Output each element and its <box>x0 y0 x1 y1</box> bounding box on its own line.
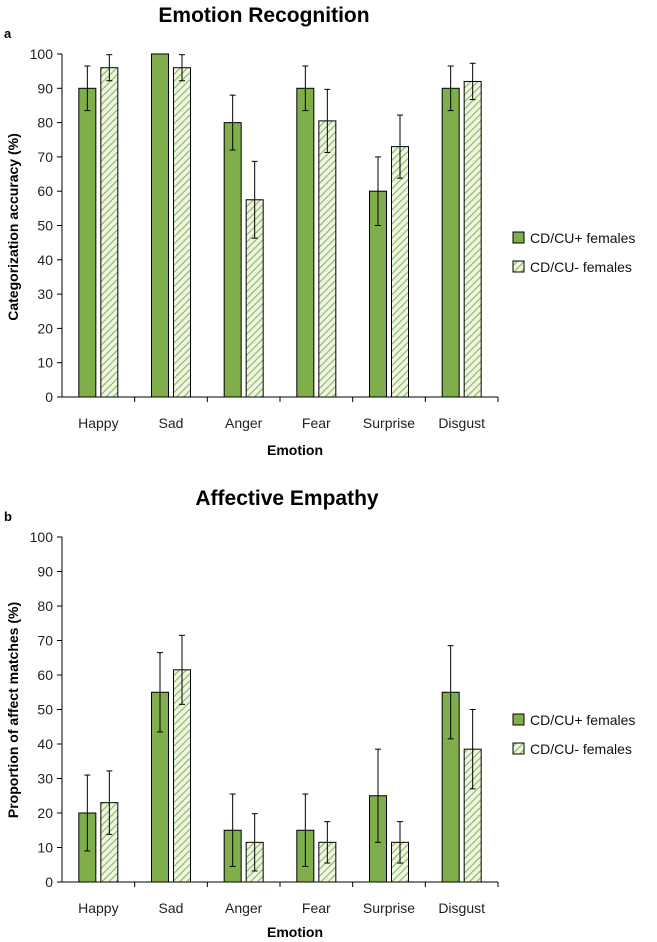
plot-area-a: 0 10 20 30 40 50 60 70 80 90 100 Happy Sad Anger Fear S… <box>30 46 499 431</box>
y-tick-label: 30 <box>37 771 53 787</box>
bar-cu-plus <box>223 122 242 398</box>
legend-label-cu-plus: CD/CU+ females <box>530 712 635 728</box>
legend-a: CD/CU+ females CD/CU- females <box>512 230 635 275</box>
plot-area-b: 0 10 20 30 40 50 60 70 80 90 100 Happy Sad Anger Fear S… <box>30 529 499 916</box>
legend-b: CD/CU+ females CD/CU- females <box>512 712 635 757</box>
bar-cu-plus <box>441 87 460 398</box>
x-tick-label: Sad <box>159 900 184 916</box>
y-axis-title-b: Proportion of affect matches (%) <box>5 602 21 818</box>
x-tick-label: Anger <box>225 900 263 916</box>
chart-title-a: Emotion Recognition <box>158 4 369 27</box>
x-tick-label: Happy <box>78 415 118 431</box>
x-axis-title-b: Emotion <box>267 924 323 940</box>
y-tick-label: 0 <box>45 874 53 890</box>
y-tick-label: 40 <box>37 252 53 268</box>
bar-cu-minus <box>173 67 191 398</box>
chart-title-b: Affective Empathy <box>195 487 379 510</box>
x-tick-label: Fear <box>302 415 331 431</box>
y-tick-label: 70 <box>37 633 53 649</box>
y-tick-label: 20 <box>37 320 53 336</box>
bar-cu-minus <box>318 120 337 398</box>
bar-cu-plus <box>296 87 315 398</box>
x-tick-label: Happy <box>78 900 118 916</box>
x-tick-label: Disgust <box>438 415 485 431</box>
bar-cu-plus <box>151 53 169 398</box>
bar-cu-minus <box>100 67 119 398</box>
legend-label-cu-plus: CD/CU+ females <box>530 230 635 246</box>
y-axis-title-a: Categorization accuracy (%) <box>5 133 21 321</box>
y-tick-label: 10 <box>37 355 53 371</box>
y-tick-label: 40 <box>37 736 53 752</box>
legend-swatch-cu-plus <box>512 231 525 244</box>
panel-letter-a: a <box>4 26 12 41</box>
bar-cu-plus <box>78 87 97 398</box>
y-tick-label: 90 <box>37 80 53 96</box>
x-tick-label: Disgust <box>438 900 485 916</box>
y-tick-label: 80 <box>37 115 53 131</box>
y-tick-label: 20 <box>37 805 53 821</box>
x-tick-label: Surprise <box>363 900 415 916</box>
legend-swatch-cu-minus <box>512 742 525 755</box>
y-tick-label: 80 <box>37 598 53 614</box>
y-tick-label: 10 <box>37 840 53 856</box>
legend-swatch-cu-plus <box>512 713 525 726</box>
y-tick-label: 70 <box>37 149 53 165</box>
y-tick-label: 50 <box>37 702 53 718</box>
y-tick-label: 50 <box>37 218 53 234</box>
y-tick-label: 90 <box>37 564 53 580</box>
y-tick-label: 100 <box>30 46 54 62</box>
y-tick-label: 30 <box>37 286 53 302</box>
panel-b: Affective Empathy b Proportion of affect… <box>4 487 635 940</box>
x-tick-label: Anger <box>225 415 263 431</box>
panel-a: Emotion Recognition a Categorization acc… <box>4 4 635 458</box>
legend-label-cu-minus: CD/CU- females <box>530 741 632 757</box>
y-tick-label: 100 <box>30 529 54 545</box>
y-tick-label: 0 <box>45 389 53 405</box>
x-tick-label: Fear <box>302 900 331 916</box>
x-tick-label: Surprise <box>363 415 415 431</box>
x-axis-title-a: Emotion <box>267 442 323 458</box>
y-tick-label: 60 <box>37 183 53 199</box>
bar-cu-minus <box>463 80 482 398</box>
x-tick-label: Sad <box>159 415 184 431</box>
bar-cu-minus <box>391 146 409 398</box>
panel-letter-b: b <box>4 509 12 524</box>
y-tick-label: 60 <box>37 667 53 683</box>
legend-label-cu-minus: CD/CU- females <box>530 259 632 275</box>
legend-swatch-cu-minus <box>512 260 525 273</box>
